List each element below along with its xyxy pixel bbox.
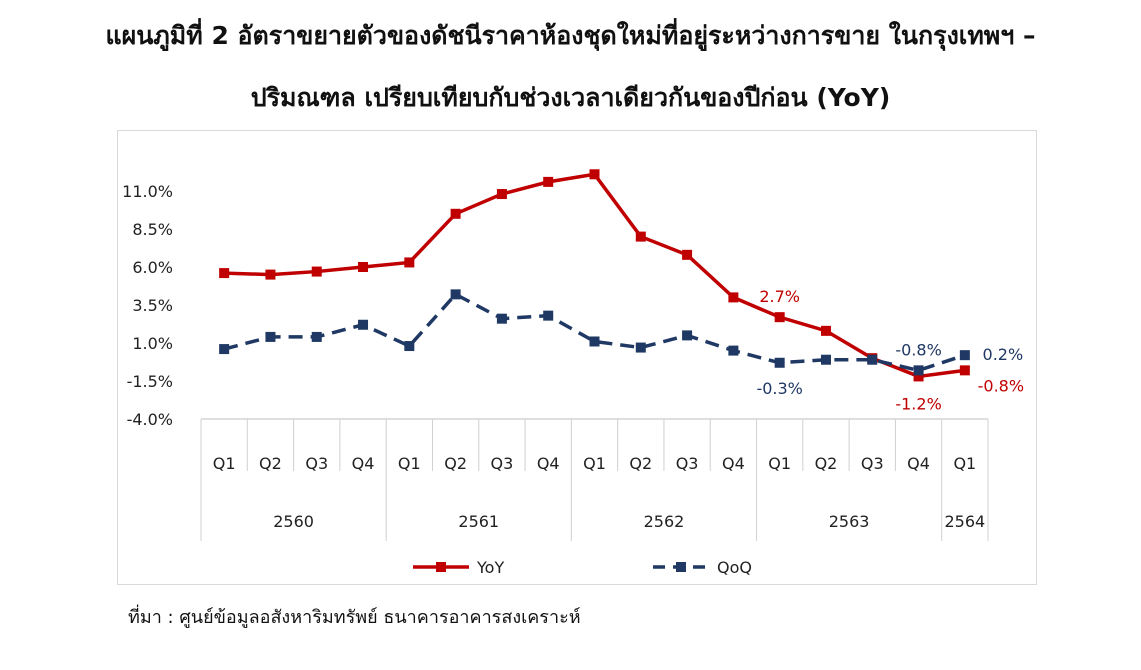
data-label-yoy: 2.7% [759, 287, 800, 306]
y-tick-label: -1.5% [127, 372, 173, 391]
x-tick-label: Q3 [861, 454, 884, 473]
x-tick-label: Q4 [537, 454, 560, 473]
y-tick-label: 11.0% [122, 182, 173, 201]
data-point-qoq [728, 345, 739, 356]
series-line-qoq [223, 292, 966, 373]
y-tick-label: 3.5% [132, 296, 173, 315]
data-point-yoy [728, 292, 739, 303]
data-label-qoq: 0.2% [983, 345, 1024, 364]
x-tick-label: Q4 [352, 454, 375, 473]
source-note: ที่มา : ศูนย์ข้อมูลอสังหาริมทรัพย์ ธนาคา… [128, 607, 581, 628]
data-point-qoq [867, 354, 878, 365]
data-point-qoq [404, 341, 415, 352]
data-label-qoq: -0.8% [895, 340, 941, 359]
x-tick-label: Q1 [398, 454, 421, 473]
data-point-qoq [635, 342, 646, 353]
x-tick-label: Q3 [491, 454, 514, 473]
data-point-yoy [913, 371, 924, 382]
y-tick-label: 8.5% [132, 220, 173, 239]
x-tick-label: Q4 [722, 454, 745, 473]
legend-label-qoq: QoQ [717, 558, 752, 577]
y-tick-label: 1.0% [132, 334, 173, 353]
x-tick-label: Q4 [907, 454, 930, 473]
chart-frame: 11.0% 8.5% 6.0% 3.5% 1.0% -1.5% -4.0% Q1 Q2 Q3 Q4 Q… [117, 130, 1037, 585]
y-tick-label: 6.0% [132, 258, 173, 277]
year-label: 2564 [944, 512, 985, 531]
data-point-yoy [635, 231, 646, 242]
x-tick-label: Q2 [259, 454, 282, 473]
data-point-qoq [219, 344, 230, 355]
legend-marker-qoq [676, 562, 686, 572]
data-point-yoy [311, 266, 322, 277]
data-point-yoy [358, 262, 369, 272]
data-point-yoy [820, 325, 831, 336]
line-chart: 11.0% 8.5% 6.0% 3.5% 1.0% -1.5% -4.0% Q1 Q2 Q3 Q4 Q… [122, 169, 1024, 577]
data-point-qoq [959, 350, 970, 361]
data-point-yoy [219, 268, 230, 279]
data-point-yoy [543, 176, 554, 187]
chart-title-line-2: ปริมณฑล เปรียบเทียบกับช่วงเวลาเดียวกันขอ… [250, 83, 891, 112]
legend-label-yoy: YoY [476, 558, 504, 577]
year-label: 2563 [829, 512, 870, 531]
data-point-qoq [358, 319, 369, 330]
data-point-yoy [682, 249, 693, 260]
data-point-qoq [265, 331, 276, 342]
data-label-qoq: -0.3% [756, 379, 802, 398]
data-point-yoy [404, 257, 415, 268]
data-point-yoy [959, 365, 970, 376]
data-point-qoq [450, 289, 461, 300]
data-point-qoq [774, 357, 785, 368]
y-tick-label: -4.0% [127, 410, 173, 429]
year-label: 2560 [273, 512, 314, 531]
data-point-qoq [682, 330, 693, 341]
chart-title-line-1: แผนภูมิที่ 2 อัตราขยายตัวของดัชนีราคาห้อ… [105, 21, 1036, 50]
x-tick-label: Q2 [629, 454, 652, 473]
data-point-yoy [450, 208, 461, 219]
data-point-yoy [774, 312, 785, 323]
x-tick-label: Q3 [305, 454, 328, 473]
data-label-yoy: -0.8% [978, 376, 1024, 395]
legend-marker-yoy [436, 562, 446, 572]
data-label-yoy: -1.2% [895, 394, 941, 413]
year-label: 2562 [644, 512, 685, 531]
data-point-qoq [820, 354, 831, 365]
data-point-qoq [913, 365, 924, 376]
data-point-yoy [589, 169, 600, 180]
x-tick-label: Q3 [676, 454, 699, 473]
x-tick-label: Q1 [768, 454, 791, 473]
data-point-yoy [265, 269, 276, 280]
data-point-qoq [311, 331, 322, 342]
x-tick-label: Q1 [583, 454, 606, 473]
x-tick-label: Q2 [444, 454, 467, 473]
data-point-qoq [543, 310, 554, 321]
data-point-qoq [589, 336, 600, 347]
data-point-qoq [496, 313, 507, 324]
data-point-yoy [496, 189, 507, 200]
year-label: 2561 [458, 512, 499, 531]
x-tick-label: Q1 [953, 454, 976, 473]
x-tick-label: Q2 [815, 454, 838, 473]
x-tick-label: Q1 [213, 454, 236, 473]
